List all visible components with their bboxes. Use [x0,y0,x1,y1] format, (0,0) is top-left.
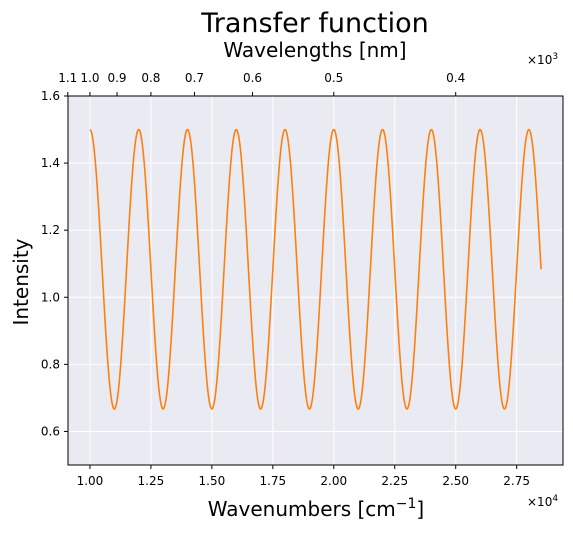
top-multiplier-exp: 3 [552,52,558,62]
top-tick-label-4: 0.7 [185,71,204,85]
top-tick-label-5: 0.6 [243,71,262,85]
x-axis-label-sup: −1 [396,496,417,512]
top-tick-label-3: 0.8 [141,71,160,85]
top-axis-label: Wavelengths [nm] [223,38,406,62]
x-axis-label-main: Wavenumbers [cm [208,497,396,521]
x-tick-label-6: 2.50 [442,474,469,488]
plot-area [68,96,563,465]
top-tick-label-6: 0.5 [324,71,343,85]
top-tick-label-0: 1.1 [58,71,77,85]
x-tick-label-1: 1.25 [138,474,165,488]
y-axis-label: Intensity [9,238,33,325]
top-axis-ticks: 1.1 1.0 0.9 0.8 0.7 0.6 0.5 0.4 [58,71,465,96]
top-multiplier-base: ×10 [527,53,552,67]
top-tick-label-1: 1.0 [80,71,99,85]
x-tick-label-0: 1.00 [77,474,104,488]
y-tick-label-2: 1.0 [41,290,60,304]
top-tick-label-7: 0.4 [446,71,465,85]
x-tick-label-7: 2.75 [503,474,530,488]
x-tick-label-2: 1.50 [199,474,226,488]
series-layer [89,128,542,410]
top-tick-label-2: 0.9 [107,71,126,85]
y-tick-label-5: 1.6 [41,89,60,103]
x-tick-label-5: 2.25 [381,474,408,488]
y-tick-label-4: 1.4 [41,156,60,170]
plot-frame [67,95,564,466]
x-multiplier-base: ×10 [527,495,552,509]
x-axis-label-end: ] [416,497,424,521]
y-tick-label-3: 1.2 [41,223,60,237]
series-line-0 [89,128,542,410]
x-tick-label-4: 2.00 [320,474,347,488]
x-axis-multiplier: ×104 [527,494,558,509]
x-axis-label: Wavenumbers [cm−1] [208,496,424,521]
y-tick-label-1: 0.8 [41,357,60,371]
chart-title: Transfer function [200,8,428,39]
x-axis-ticks: 1.00 1.25 1.50 1.75 2.00 2.25 2.50 2.75 [77,465,530,488]
x-multiplier-exp: 4 [552,494,558,504]
top-axis-multiplier: ×103 [527,52,558,67]
y-axis-ticks: 0.6 0.8 1.0 1.2 1.4 1.6 [41,89,68,438]
y-tick-label-0: 0.6 [41,424,60,438]
x-tick-label-3: 1.75 [259,474,286,488]
